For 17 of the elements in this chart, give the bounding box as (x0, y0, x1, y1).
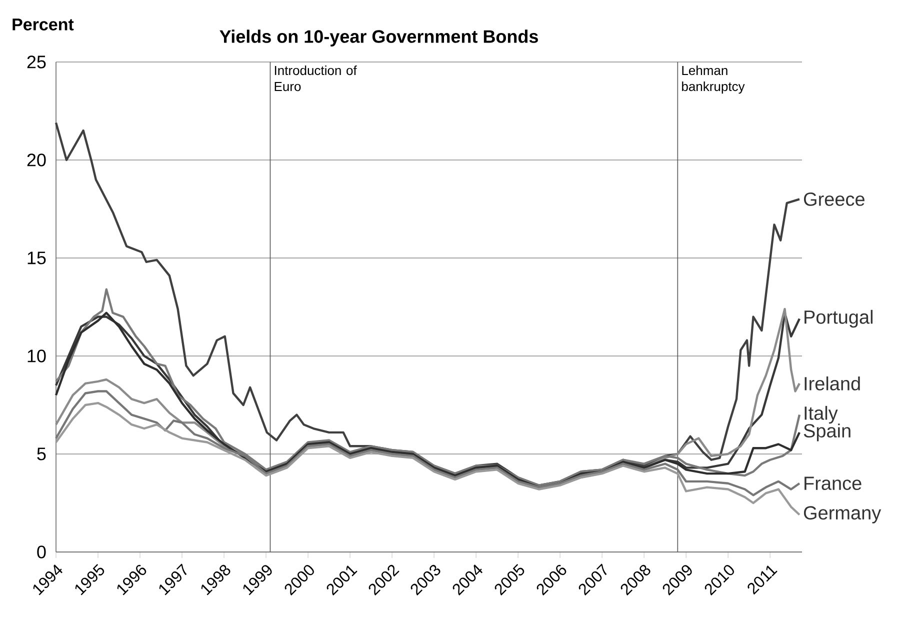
y-axis-title: Percent (12, 18, 74, 30)
y-tick-label: 0 (37, 546, 46, 558)
ref-line-label: Lehman bankruptcy (682, 66, 745, 94)
chart-title: Yields on 10-year Government Bonds (220, 30, 538, 46)
y-tick-label: 20 (27, 154, 46, 166)
y-tick-label: 15 (28, 252, 46, 264)
y-tick-label: 25 (27, 56, 46, 68)
series-label: Germany (804, 506, 882, 524)
series-label: Greece (804, 192, 864, 206)
series-label: Portugal (804, 310, 872, 328)
series-label: Italy (804, 406, 838, 424)
series-label: France (804, 476, 862, 490)
ref-line-label: Introduction of Euro (274, 66, 357, 92)
series-label: Ireland (804, 376, 860, 390)
series-label: Spain (804, 424, 850, 442)
y-tick-label: 5 (37, 448, 46, 460)
y-tick-label: 10 (28, 350, 46, 362)
